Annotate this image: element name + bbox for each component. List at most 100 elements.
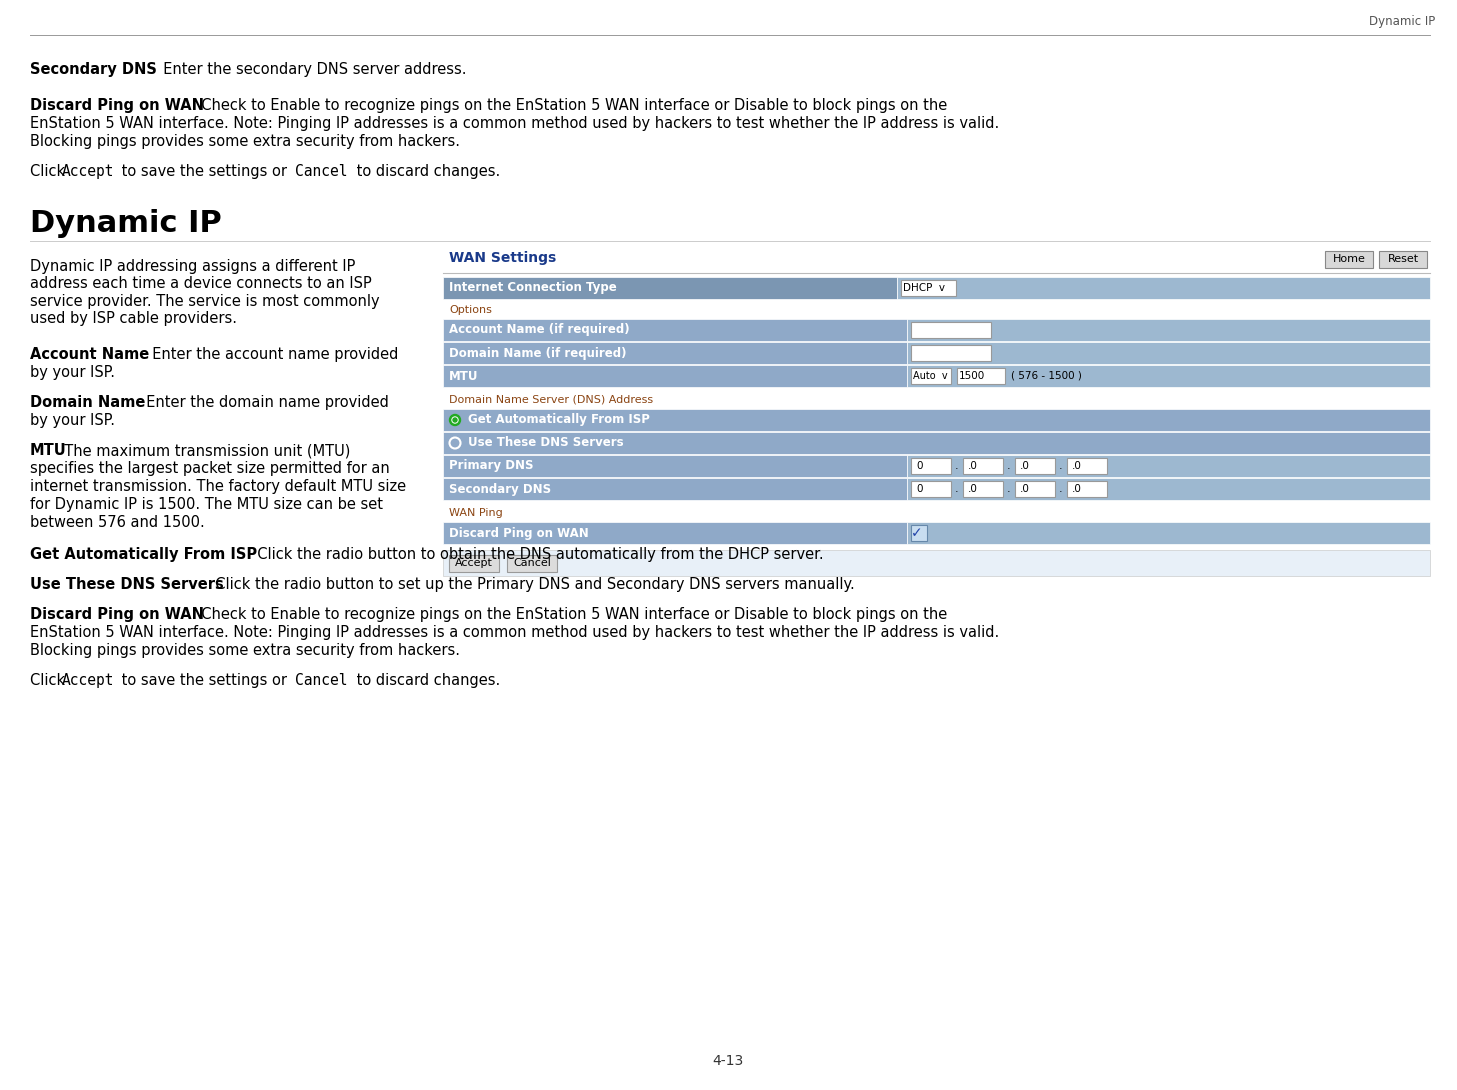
Text: Check to Enable to recognize pings on the EnStation 5 WAN interface or Disable t: Check to Enable to recognize pings on th… [192, 98, 947, 113]
Text: WAN Settings: WAN Settings [449, 251, 557, 265]
FancyBboxPatch shape [443, 409, 1429, 431]
Text: Use These DNS Servers: Use These DNS Servers [468, 436, 624, 449]
Text: Dynamic IP addressing assigns a different IP
address each time a device connects: Dynamic IP addressing assigns a differen… [31, 259, 380, 326]
FancyBboxPatch shape [900, 280, 956, 296]
Text: Enter the secondary DNS server address.: Enter the secondary DNS server address. [154, 62, 466, 77]
Text: Enter the domain name provided: Enter the domain name provided [137, 395, 389, 410]
Text: Secondary DNS: Secondary DNS [31, 62, 157, 77]
Text: DHCP  v: DHCP v [903, 283, 946, 293]
Text: Click: Click [31, 673, 70, 688]
FancyBboxPatch shape [443, 247, 1429, 271]
Text: Accept: Accept [63, 673, 115, 688]
Text: WAN Ping: WAN Ping [449, 508, 503, 518]
Text: Enter the account name provided: Enter the account name provided [143, 347, 398, 362]
FancyBboxPatch shape [443, 342, 906, 364]
Text: Domain Name (if required): Domain Name (if required) [449, 347, 627, 360]
FancyBboxPatch shape [443, 319, 906, 341]
Text: to save the settings or: to save the settings or [117, 164, 291, 179]
Text: .0: .0 [1020, 484, 1030, 494]
Text: Account Name (if required): Account Name (if required) [449, 324, 629, 337]
FancyBboxPatch shape [898, 277, 1429, 299]
Text: by your ISP.: by your ISP. [31, 365, 115, 380]
FancyBboxPatch shape [443, 455, 906, 477]
Circle shape [452, 417, 457, 423]
Text: to discard changes.: to discard changes. [353, 673, 500, 688]
Text: Primary DNS: Primary DNS [449, 460, 533, 472]
FancyBboxPatch shape [906, 522, 1429, 544]
Text: to save the settings or: to save the settings or [117, 673, 291, 688]
Text: EnStation 5 WAN interface. Note: Pinging IP addresses is a common method used by: EnStation 5 WAN interface. Note: Pinging… [31, 625, 1000, 640]
Text: Secondary DNS: Secondary DNS [449, 483, 551, 496]
FancyBboxPatch shape [443, 432, 1429, 455]
Text: Domain Name Server (DNS) Address: Domain Name Server (DNS) Address [449, 395, 653, 405]
Text: MTU: MTU [31, 443, 67, 458]
FancyBboxPatch shape [449, 555, 498, 572]
Text: Domain Name: Domain Name [31, 395, 146, 410]
Text: Click the radio button to obtain the DNS automatically from the DHCP server.: Click the radio button to obtain the DNS… [248, 547, 823, 562]
FancyBboxPatch shape [911, 481, 951, 497]
FancyBboxPatch shape [911, 368, 951, 384]
FancyBboxPatch shape [911, 525, 927, 541]
FancyBboxPatch shape [1067, 458, 1107, 474]
Text: for Dynamic IP is 1500. The MTU size can be set: for Dynamic IP is 1500. The MTU size can… [31, 497, 383, 512]
Text: Options: Options [449, 305, 492, 315]
Text: Dynamic IP: Dynamic IP [31, 209, 221, 238]
Text: Get Automatically From ISP: Get Automatically From ISP [468, 413, 650, 426]
Circle shape [450, 414, 460, 425]
FancyBboxPatch shape [911, 346, 991, 361]
Text: Click the radio button to set up the Primary DNS and Secondary DNS servers manua: Click the radio button to set up the Pri… [205, 577, 855, 592]
Text: MTU: MTU [449, 370, 478, 383]
FancyBboxPatch shape [963, 481, 1002, 497]
Text: The maximum transmission unit (MTU): The maximum transmission unit (MTU) [55, 443, 350, 458]
FancyBboxPatch shape [1324, 251, 1372, 268]
Text: .: . [1059, 461, 1062, 471]
Text: .: . [1007, 461, 1011, 471]
Text: Get Automatically From ISP: Get Automatically From ISP [31, 547, 256, 562]
Text: Dynamic IP: Dynamic IP [1368, 15, 1435, 28]
Text: Discard Ping on WAN: Discard Ping on WAN [31, 98, 204, 113]
FancyBboxPatch shape [906, 342, 1429, 364]
FancyBboxPatch shape [443, 365, 906, 387]
FancyBboxPatch shape [443, 550, 1429, 576]
Text: Reset: Reset [1387, 254, 1419, 265]
FancyBboxPatch shape [1378, 251, 1426, 268]
Text: Use These DNS Servers: Use These DNS Servers [31, 577, 224, 592]
Text: ✓: ✓ [911, 526, 922, 540]
FancyBboxPatch shape [911, 322, 991, 338]
FancyBboxPatch shape [507, 555, 557, 572]
Text: between 576 and 1500.: between 576 and 1500. [31, 514, 205, 530]
Text: Internet Connection Type: Internet Connection Type [449, 281, 616, 294]
Text: .0: .0 [967, 484, 978, 494]
Text: .0: .0 [967, 461, 978, 471]
Text: Check to Enable to recognize pings on the EnStation 5 WAN interface or Disable t: Check to Enable to recognize pings on th… [192, 607, 947, 622]
FancyBboxPatch shape [1067, 481, 1107, 497]
Text: Click: Click [31, 164, 70, 179]
FancyBboxPatch shape [443, 522, 906, 544]
Text: 1500: 1500 [959, 371, 985, 382]
Text: 0: 0 [916, 484, 922, 494]
Text: to discard changes.: to discard changes. [353, 164, 500, 179]
Text: ( 576 - 1500 ): ( 576 - 1500 ) [1011, 371, 1081, 382]
Text: Account Name: Account Name [31, 347, 149, 362]
FancyBboxPatch shape [963, 458, 1002, 474]
Text: Accept: Accept [63, 164, 115, 179]
FancyBboxPatch shape [906, 479, 1429, 500]
FancyBboxPatch shape [957, 368, 1005, 384]
Text: 4-13: 4-13 [712, 1054, 743, 1068]
Text: Blocking pings provides some extra security from hackers.: Blocking pings provides some extra secur… [31, 134, 460, 149]
Text: Cancel: Cancel [513, 558, 551, 568]
FancyBboxPatch shape [906, 319, 1429, 341]
Text: EnStation 5 WAN interface. Note: Pinging IP addresses is a common method used by: EnStation 5 WAN interface. Note: Pinging… [31, 116, 1000, 131]
Text: Discard Ping on WAN: Discard Ping on WAN [31, 607, 204, 622]
Text: Accept: Accept [455, 558, 492, 568]
Text: .: . [1007, 484, 1011, 494]
Text: specifies the largest packet size permitted for an: specifies the largest packet size permit… [31, 461, 390, 476]
FancyBboxPatch shape [443, 479, 906, 500]
FancyBboxPatch shape [911, 458, 951, 474]
Text: Cancel: Cancel [294, 673, 348, 688]
Text: .0: .0 [1020, 461, 1030, 471]
Text: 0: 0 [916, 461, 922, 471]
Circle shape [453, 417, 457, 422]
Text: Blocking pings provides some extra security from hackers.: Blocking pings provides some extra secur… [31, 643, 460, 658]
FancyBboxPatch shape [906, 365, 1429, 387]
